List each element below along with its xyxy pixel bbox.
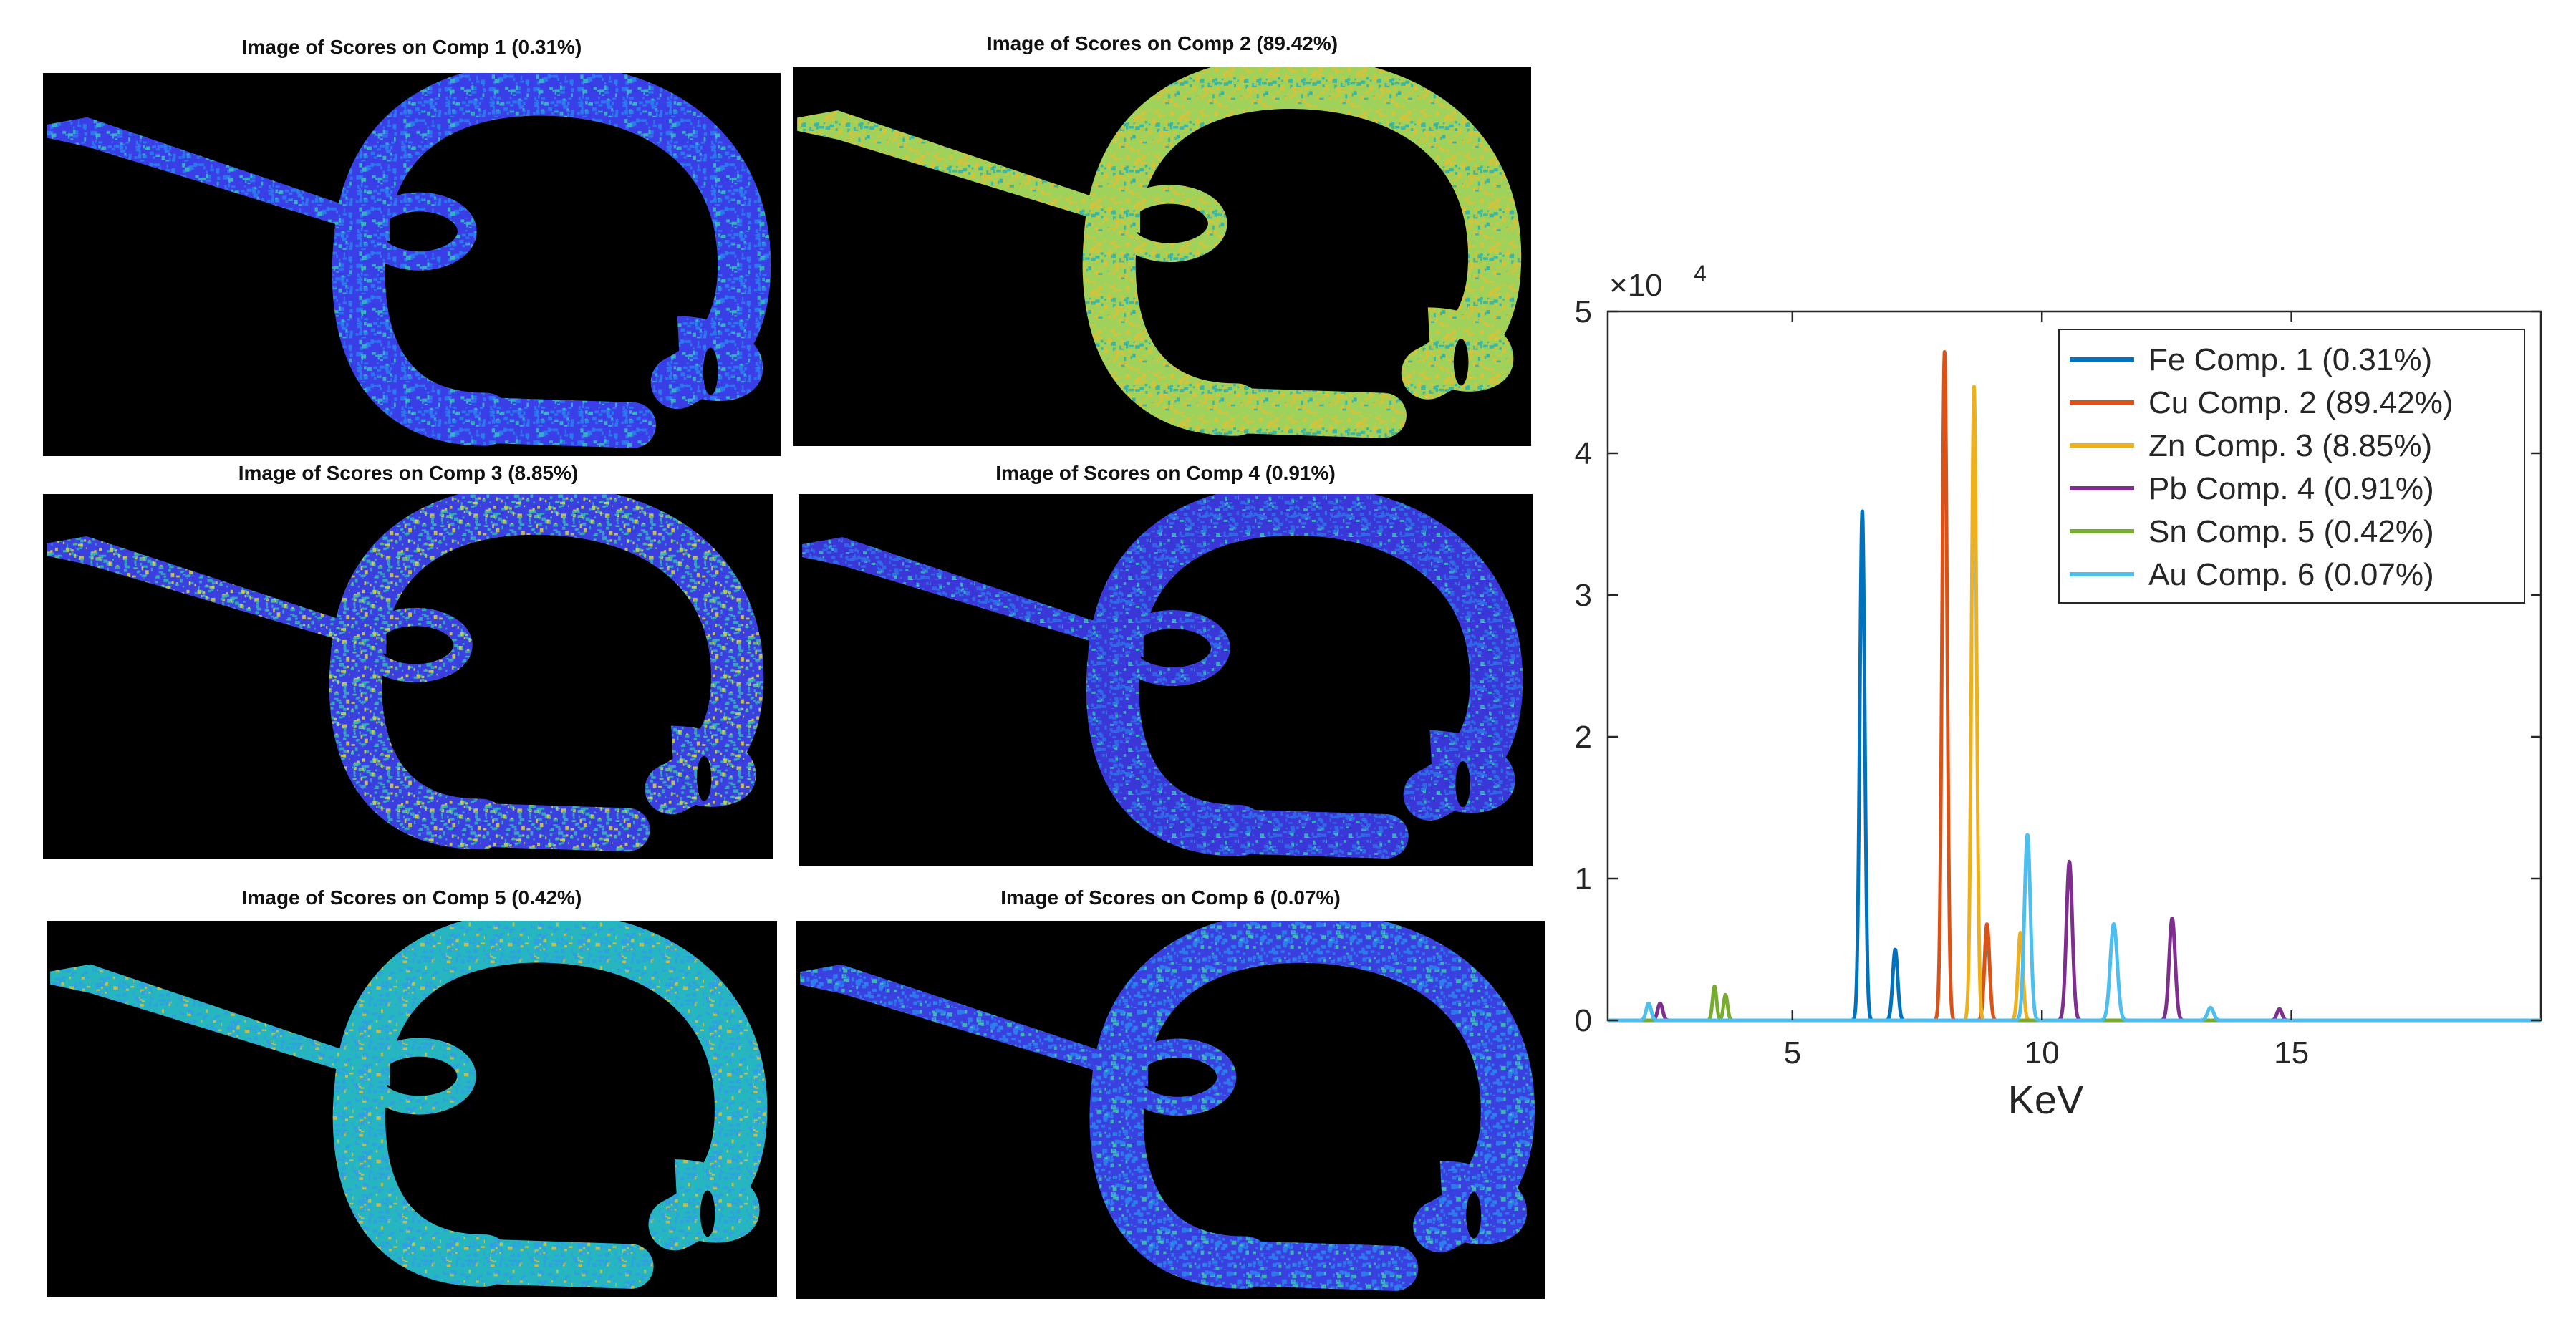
spectrum-chart: 0 1 2 3 4 5 5 10 15 ×10 4 KeV Fe Comp. 1 (0.31%) Cu C…	[1575, 261, 2542, 1122]
score-title-5: Image of Scores on Comp 5 (0.42%)	[241, 886, 582, 909]
score-title-4: Image of Scores on Comp 4 (0.91%)	[995, 462, 1336, 484]
y-exponent-label: ×10	[1609, 268, 1663, 303]
x-tick-label: 10	[2025, 1035, 2060, 1070]
legend-label-5: Sn Comp. 5 (0.42%)	[2148, 514, 2434, 549]
legend: Fe Comp. 1 (0.31%) Cu Comp. 2 (89.42%) Zn …	[2058, 329, 2525, 604]
y-tick-label: 2	[1575, 720, 1592, 755]
x-axis-label: KeV	[2008, 1077, 2084, 1122]
score-image-3	[43, 494, 773, 859]
y-tick-label: 3	[1575, 578, 1592, 613]
legend-label-4: Pb Comp. 4 (0.91%)	[2148, 471, 2434, 506]
score-image-4	[799, 494, 1533, 866]
y-tick-label: 1	[1575, 861, 1592, 896]
score-panel-1: Image of Scores on Comp 1 (0.31%)	[43, 36, 781, 458]
score-panel-3: Image of Scores on Comp 3 (8.85%)	[43, 462, 773, 863]
y-tick-label: 5	[1575, 294, 1592, 329]
score-panel-4: Image of Scores on Comp 4 (0.91%)	[799, 462, 1533, 870]
score-title-6: Image of Scores on Comp 6 (0.07%)	[1000, 886, 1341, 909]
y-tick-label: 0	[1575, 1003, 1592, 1038]
score-image-1	[43, 73, 781, 456]
score-panel-5: Image of Scores on Comp 5 (0.42%)	[47, 886, 777, 1298]
legend-label-1: Fe Comp. 1 (0.31%)	[2148, 342, 2432, 377]
y-exponent-power: 4	[1694, 261, 1707, 286]
legend-label-6: Au Comp. 6 (0.07%)	[2148, 557, 2434, 592]
score-image-6	[796, 921, 1545, 1299]
score-image-5	[47, 921, 777, 1297]
legend-box	[2058, 329, 2525, 604]
legend-label-3: Zn Comp. 3 (8.85%)	[2148, 428, 2432, 463]
score-panel-6: Image of Scores on Comp 6 (0.07%)	[796, 886, 1545, 1302]
x-tick-label: 15	[2274, 1035, 2309, 1070]
score-image-2	[793, 67, 1531, 446]
legend-label-2: Cu Comp. 2 (89.42%)	[2148, 385, 2454, 420]
score-title-1: Image of Scores on Comp 1 (0.31%)	[241, 36, 582, 58]
y-tick-label: 4	[1575, 436, 1592, 471]
score-title-3: Image of Scores on Comp 3 (8.85%)	[238, 462, 579, 484]
series-line-6	[1606, 833, 2542, 1023]
score-title-2: Image of Scores on Comp 2 (89.42%)	[986, 32, 1338, 54]
score-panel-2: Image of Scores on Comp 2 (89.42%)	[793, 32, 1531, 455]
x-tick-label: 5	[1784, 1035, 1801, 1070]
